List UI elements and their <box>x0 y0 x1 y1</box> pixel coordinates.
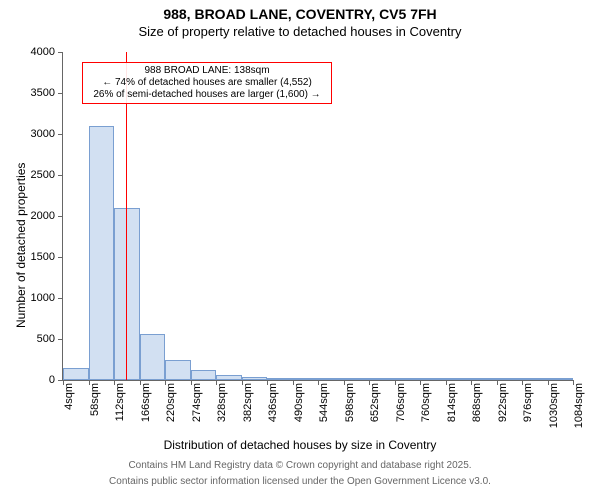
histogram-bar <box>191 370 217 380</box>
histogram-bar <box>446 378 472 380</box>
y-tick <box>58 134 63 135</box>
x-tick-label: 922sqm <box>497 380 509 422</box>
x-tick-label: 868sqm <box>471 380 483 422</box>
y-tick <box>58 93 63 94</box>
y-tick-label: 3000 <box>31 128 55 140</box>
histogram-bar <box>395 378 421 380</box>
histogram-bar <box>165 360 191 381</box>
attribution-line-2: Contains public sector information licen… <box>0 476 600 487</box>
y-axis-label: Number of detached properties <box>14 163 28 328</box>
x-tick-label: 382sqm <box>242 380 254 422</box>
annotation-line: ← 74% of detached houses are smaller (4,… <box>89 77 325 89</box>
histogram-bar <box>344 378 370 380</box>
x-tick-label: 166sqm <box>140 380 152 422</box>
x-tick-label: 544sqm <box>318 380 330 422</box>
y-tick-label: 1000 <box>31 292 55 304</box>
histogram-bar <box>369 378 395 380</box>
x-tick-label: 112sqm <box>114 380 126 421</box>
annotation-box: 988 BROAD LANE: 138sqm← 74% of detached … <box>82 62 332 104</box>
x-tick-label: 490sqm <box>293 380 305 422</box>
x-tick-label: 706sqm <box>395 380 407 422</box>
histogram-bar <box>293 378 319 380</box>
y-tick <box>58 298 63 299</box>
histogram-bar <box>267 378 293 380</box>
y-tick-label: 3500 <box>31 87 55 99</box>
histogram-bar <box>140 334 166 380</box>
y-tick-label: 500 <box>37 333 55 345</box>
x-tick-label: 1084sqm <box>573 380 585 428</box>
histogram-bar <box>471 378 497 380</box>
y-tick <box>58 52 63 53</box>
x-tick-label: 328sqm <box>216 380 228 422</box>
x-tick-label: 4sqm <box>63 380 75 410</box>
histogram-bar <box>522 378 548 380</box>
x-tick-label: 274sqm <box>191 380 203 422</box>
x-tick-label: 436sqm <box>267 380 279 422</box>
annotation-line: 988 BROAD LANE: 138sqm <box>89 65 325 77</box>
chart-subtitle: Size of property relative to detached ho… <box>0 24 600 39</box>
histogram-bar <box>548 378 574 380</box>
chart-container: 988, BROAD LANE, COVENTRY, CV5 7FH Size … <box>0 0 600 500</box>
y-tick-label: 2500 <box>31 169 55 181</box>
histogram-bar <box>216 375 242 380</box>
y-tick <box>58 216 63 217</box>
x-tick-label: 814sqm <box>446 380 458 422</box>
attribution-line-1: Contains HM Land Registry data © Crown c… <box>0 460 600 471</box>
histogram-bar <box>89 126 115 380</box>
histogram-bar <box>497 378 523 380</box>
x-tick-label: 58sqm <box>89 380 101 416</box>
y-tick-label: 0 <box>49 374 55 386</box>
y-tick-label: 2000 <box>31 210 55 222</box>
y-tick <box>58 175 63 176</box>
chart-title: 988, BROAD LANE, COVENTRY, CV5 7FH <box>0 6 600 22</box>
histogram-bar <box>318 378 344 380</box>
x-tick-label: 220sqm <box>165 380 177 422</box>
x-tick-label: 598sqm <box>344 380 356 422</box>
y-tick <box>58 257 63 258</box>
x-tick-label: 976sqm <box>522 380 534 422</box>
histogram-bar <box>63 368 89 380</box>
histogram-bar <box>420 378 446 380</box>
histogram-bar <box>242 377 268 380</box>
x-tick-label: 652sqm <box>369 380 381 422</box>
y-tick <box>58 339 63 340</box>
x-tick-label: 1030sqm <box>548 380 560 428</box>
x-axis-label: Distribution of detached houses by size … <box>0 438 600 452</box>
x-tick-label: 760sqm <box>420 380 432 422</box>
annotation-line: 26% of semi-detached houses are larger (… <box>89 89 325 101</box>
y-tick-label: 4000 <box>31 46 55 58</box>
y-tick-label: 1500 <box>31 251 55 263</box>
